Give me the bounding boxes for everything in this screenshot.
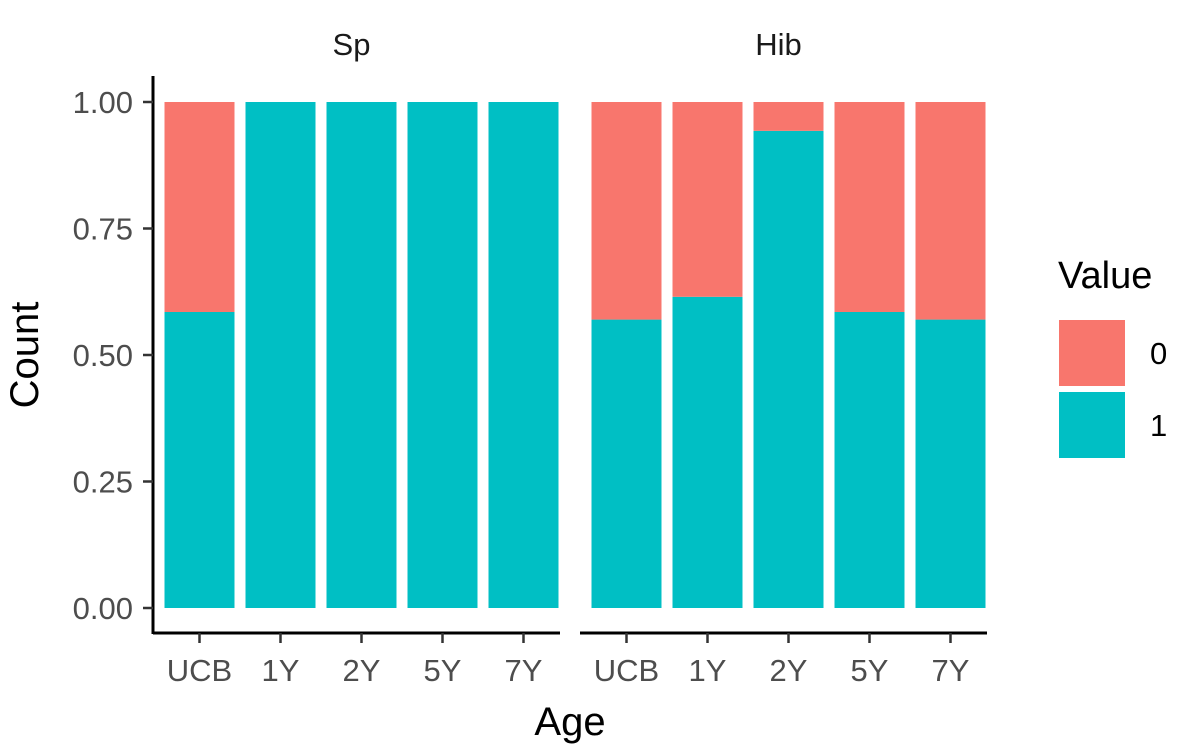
legend: Value 0 1 bbox=[1058, 255, 1167, 458]
x-tick-label: 1Y bbox=[689, 653, 727, 688]
x-tick-label: UCB bbox=[167, 653, 232, 688]
facet-panels: Sp UCB 1Y 2Y 5Y 7Y Hib UCB 1Y 2Y 5Y 7Y bbox=[153, 27, 987, 688]
facet-panel-hib: Hib UCB 1Y 2Y 5Y 7Y bbox=[580, 27, 987, 688]
x-axis-title: Age bbox=[534, 700, 605, 744]
bar-segment-value-1 bbox=[672, 296, 743, 608]
bar-segment-value-0 bbox=[753, 102, 824, 131]
legend-label-1: 1 bbox=[1150, 408, 1167, 443]
bar-segment-value-1 bbox=[326, 102, 397, 608]
bar-segment-value-1 bbox=[591, 319, 662, 608]
legend-key-0 bbox=[1059, 320, 1125, 386]
x-tick-label: 7Y bbox=[932, 653, 970, 688]
x-tick-label: 2Y bbox=[343, 653, 381, 688]
x-tick-label: 5Y bbox=[851, 653, 889, 688]
bar-segment-value-1 bbox=[834, 311, 905, 608]
y-axis-title: Count bbox=[3, 302, 47, 409]
bar-segment-value-1 bbox=[753, 130, 824, 609]
y-tick-label: 0.00 bbox=[73, 591, 133, 626]
bar-segment-value-0 bbox=[591, 102, 662, 320]
legend-title: Value bbox=[1058, 255, 1152, 297]
y-tick-label: 0.50 bbox=[73, 338, 133, 373]
x-tick-label: 1Y bbox=[262, 653, 300, 688]
y-axis: 0.00 0.25 0.50 0.75 1.00 bbox=[73, 76, 155, 634]
x-tick-label: 5Y bbox=[424, 653, 462, 688]
bar-segment-value-0 bbox=[672, 102, 743, 297]
x-tick-label: 7Y bbox=[505, 653, 543, 688]
legend-label-0: 0 bbox=[1150, 336, 1167, 371]
facet-panel-sp: Sp UCB 1Y 2Y 5Y 7Y bbox=[153, 27, 560, 688]
legend-key-1 bbox=[1059, 392, 1125, 458]
y-tick-label: 0.25 bbox=[73, 465, 133, 500]
x-tick-label: UCB bbox=[594, 653, 659, 688]
y-tick-label: 1.00 bbox=[73, 85, 133, 120]
bar-segment-value-0 bbox=[164, 102, 235, 312]
bar-segment-value-0 bbox=[915, 102, 986, 320]
y-tick-label: 0.75 bbox=[73, 212, 133, 247]
bar-segment-value-1 bbox=[164, 311, 235, 608]
x-tick-label: 2Y bbox=[770, 653, 808, 688]
bar-segment-value-1 bbox=[407, 102, 478, 608]
facet-title: Hib bbox=[755, 27, 802, 62]
facet-title: Sp bbox=[333, 27, 371, 62]
bar-segment-value-0 bbox=[834, 102, 905, 312]
bar-segment-value-1 bbox=[915, 319, 986, 608]
bar-segment-value-1 bbox=[488, 102, 559, 608]
bar-segment-value-1 bbox=[245, 102, 316, 608]
